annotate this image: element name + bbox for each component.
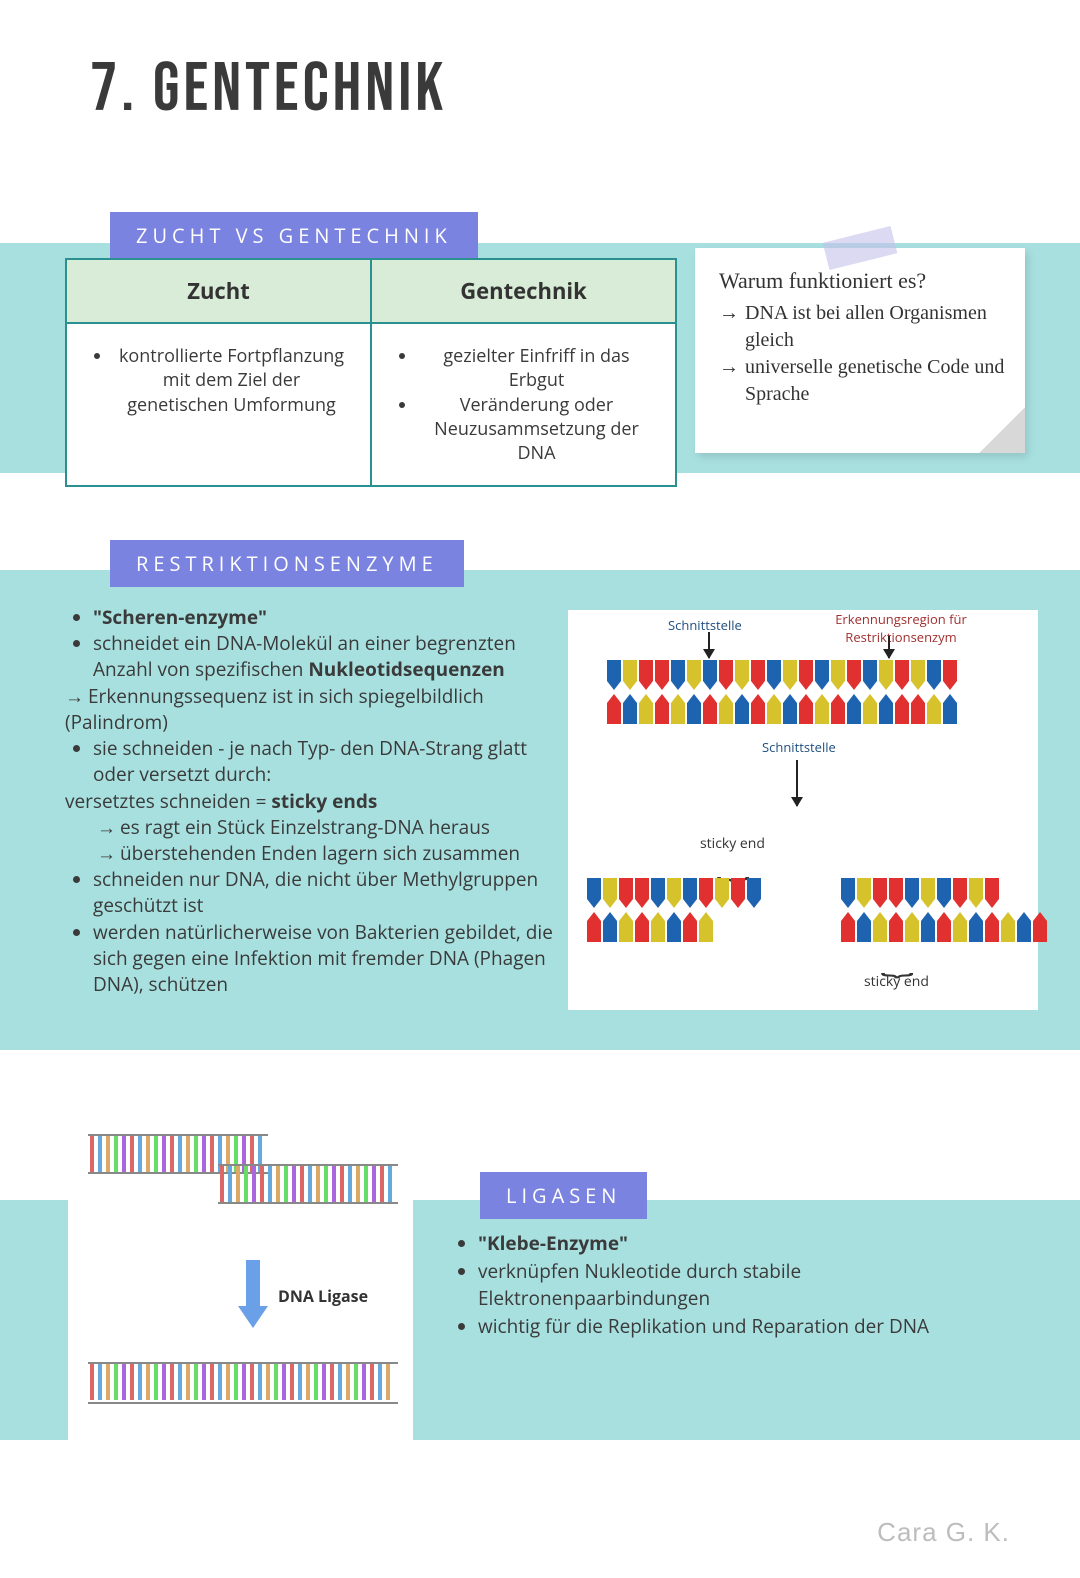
label-schnittstelle-2: Schnittstelle — [762, 738, 836, 756]
gentechnik-item-2: Veränderung oder Neuzusammsetzung der DN… — [418, 393, 655, 466]
s3-bullet: wichtig für die Replikation und Reparati… — [478, 1313, 1030, 1341]
ligase-diagram: DNA Ligase — [68, 1110, 413, 1450]
dna-fragment-right-top — [840, 878, 1000, 908]
dna-top-strand — [606, 660, 958, 690]
sticky-end-label-2: sticky end — [864, 972, 929, 991]
s2-bullet: "Scheren-enzyme" — [93, 604, 560, 630]
section2-label: RESTRIKTIONSENZYME — [110, 540, 464, 587]
label-erkennungsregion: Erkennungsregion für Restriktionsenzym — [816, 610, 986, 646]
table-cell-zucht: kontrollierte Fortpflanzung mit dem Ziel… — [67, 324, 372, 485]
sticky-note: Warum funktioniert es? →DNA ist bei alle… — [695, 248, 1025, 453]
backbone — [88, 1402, 398, 1404]
s2-bullet: werden natürlicherweise von Bakterien ge… — [93, 919, 560, 998]
label-schnittstelle: Schnittstelle — [668, 616, 742, 634]
dna-bottom-strand — [606, 694, 958, 724]
s2-sub: überstehenden Enden lagern sich zusammen — [120, 840, 520, 866]
tape-icon — [823, 226, 898, 270]
table-head-gentechnik: Gentechnik — [372, 260, 675, 324]
dna-fragment-left-top — [586, 878, 762, 908]
s3-bullet: verknüpfen Nukleotide durch stabile Elek… — [478, 1258, 1030, 1313]
zucht-item: kontrollierte Fortpflanzung mit dem Ziel… — [113, 344, 350, 417]
table-head-zucht: Zucht — [67, 260, 372, 324]
ligase-label: DNA Ligase — [278, 1285, 368, 1307]
gentechnik-item-1: gezielter Einfriff in das Erbgut — [418, 344, 655, 393]
s2-bullet: →Erkennungssequenz ist in sich spiegelbi… — [65, 683, 560, 735]
section2-text: "Scheren-enzyme" schneidet ein DNA-Molek… — [65, 604, 560, 997]
table-cell-gentechnik: gezielter Einfriff in das Erbgut Verände… — [372, 324, 675, 485]
dna-fragment-left-bottom — [586, 912, 714, 942]
page-title: 7. Gentechnik — [90, 50, 1080, 131]
ligase-arrow-icon — [238, 1260, 268, 1330]
note-line-2: universelle genetische Code und Sprache — [745, 354, 1005, 408]
arrow-down-icon — [888, 636, 890, 658]
s2-bullet: schneiden nur DNA, die nicht über Methyl… — [93, 866, 560, 918]
section3-text: "Klebe-Enzyme" verknüpfen Nukleotide dur… — [450, 1230, 1030, 1340]
restriction-enzyme-diagram: Schnittstelle Erkennungsregion für Restr… — [568, 610, 1038, 1010]
author-name: Cara G. K. — [877, 1517, 1010, 1548]
ligase-joined-bottom — [88, 1366, 392, 1400]
arrow-icon: → — [719, 354, 739, 408]
s2-bullet: versetztes schneiden = sticky ends →es r… — [65, 788, 560, 867]
folded-corner-icon — [979, 407, 1025, 453]
arrow-icon: → — [719, 300, 739, 354]
comparison-table: Zucht Gentechnik kontrollierte Fortpflan… — [65, 258, 677, 487]
section1-label: ZUCHT VS GENTECHNIK — [110, 212, 478, 259]
s3-bullet: "Klebe-Enzyme" — [478, 1230, 1030, 1258]
note-line-1: DNA ist bei allen Organismen gleich — [745, 300, 1005, 354]
note-title: Warum funktioniert es? — [719, 266, 1005, 296]
section3-label: LIGASEN — [480, 1172, 647, 1219]
s2-bullet: sie schneiden - je nach Typ- den DNA-Str… — [93, 735, 560, 787]
s2-sub: es ragt ein Stück Einzelstrang-DNA herau… — [120, 814, 490, 840]
arrow-down-icon — [708, 632, 710, 658]
s2-bullet: schneidet ein DNA-Molekül an einer begre… — [93, 630, 560, 682]
backbone — [218, 1202, 398, 1204]
arrow-down-icon — [796, 760, 798, 806]
ligase-top-right-b — [218, 1168, 394, 1202]
dna-fragment-right-bottom — [840, 912, 1048, 942]
